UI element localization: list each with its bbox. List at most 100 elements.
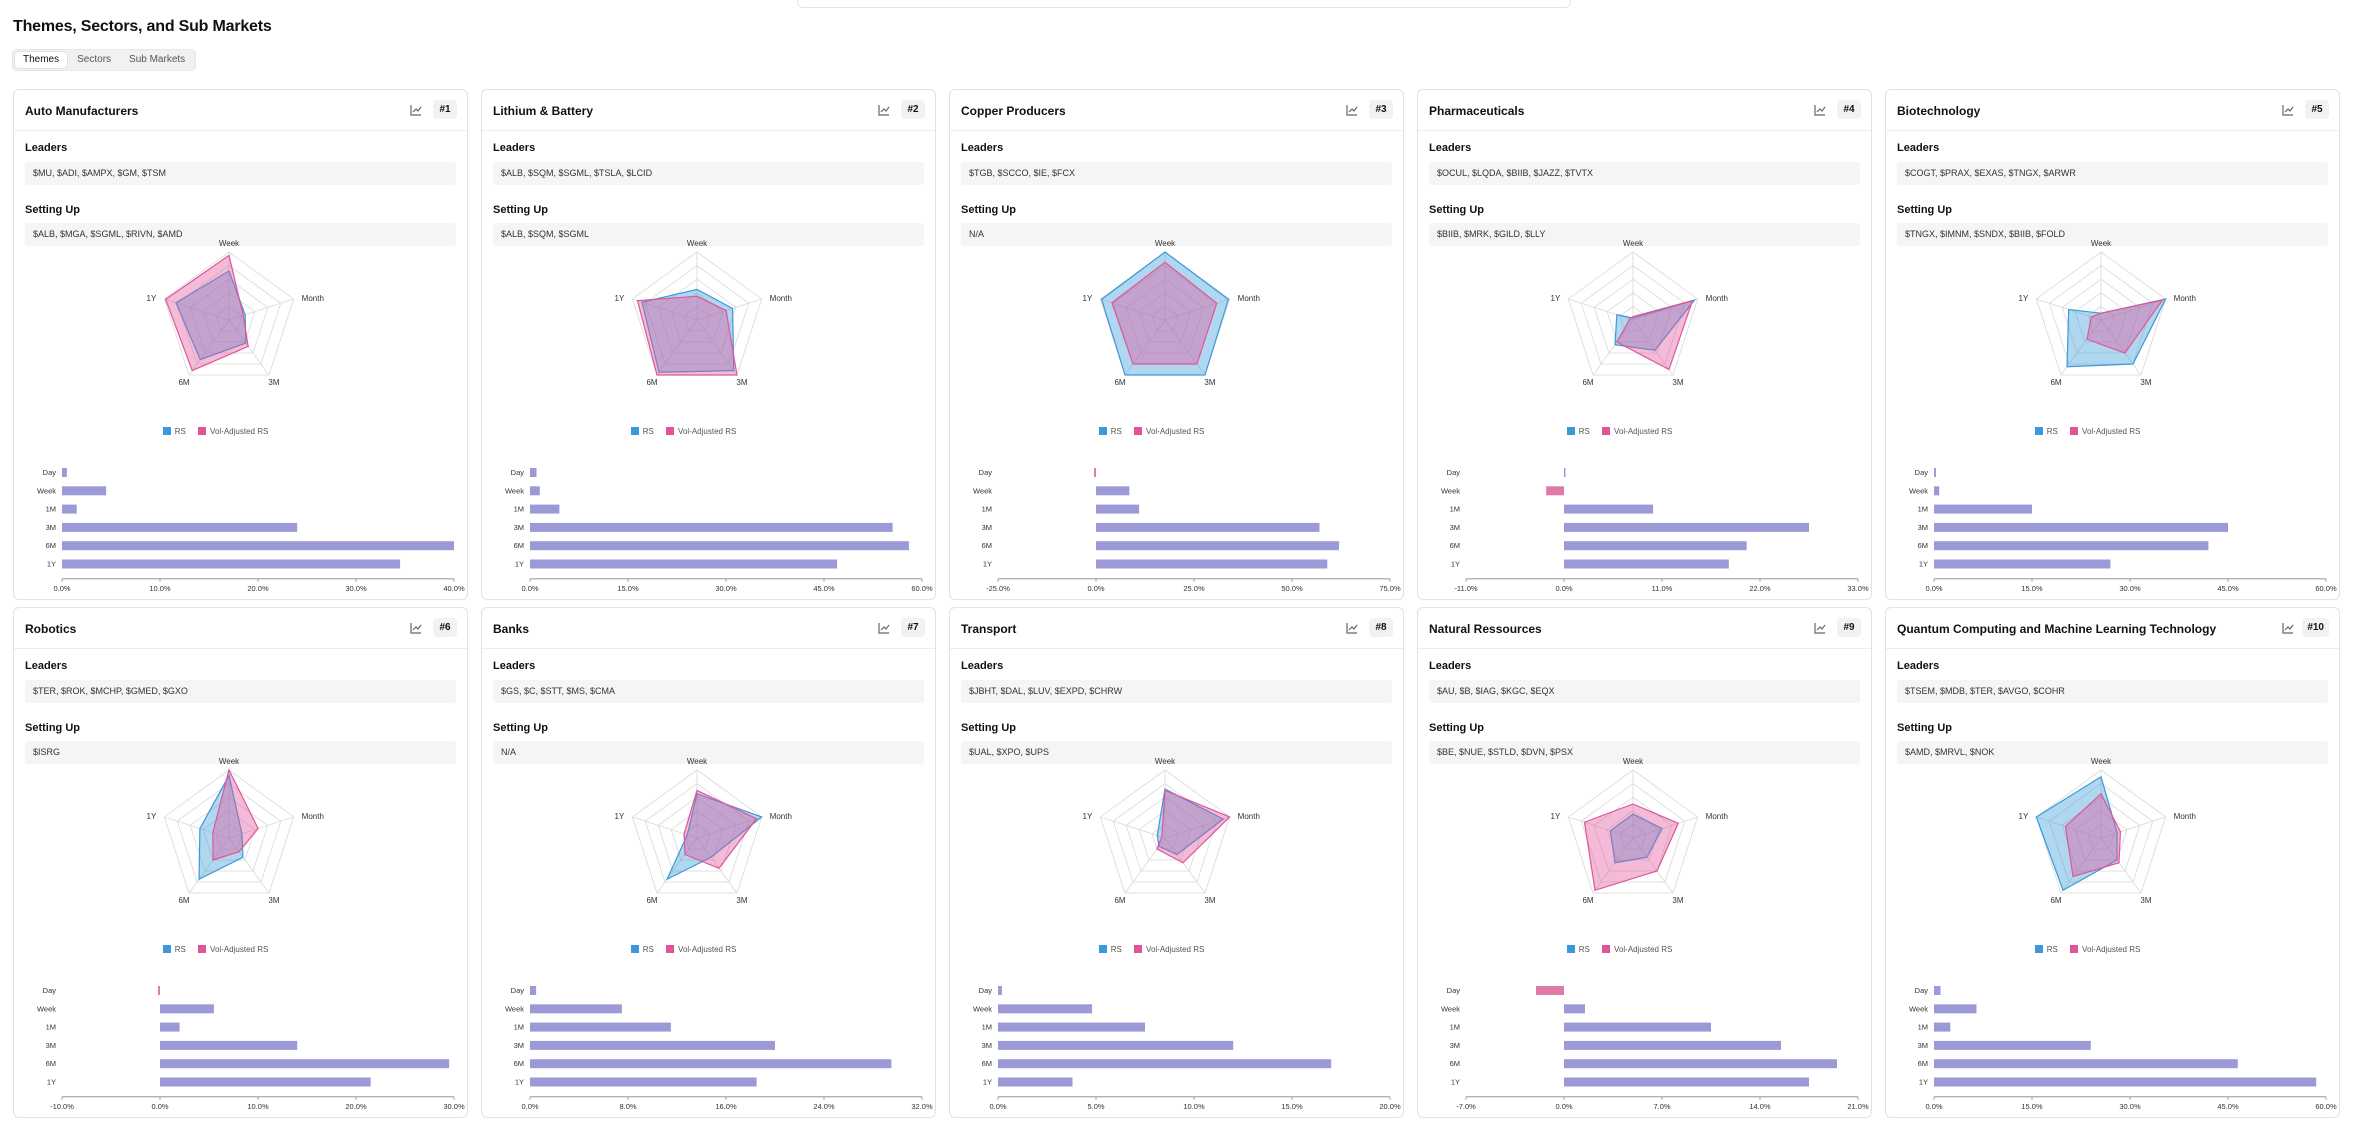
radar-series-rs[interactable] — [1156, 788, 1225, 856]
legend-rs[interactable]: RS — [162, 945, 186, 954]
bar-6m[interactable] — [998, 1059, 1332, 1069]
bar-week[interactable] — [530, 486, 540, 496]
bar-week[interactable] — [1546, 486, 1564, 496]
bar-6m[interactable] — [1564, 1059, 1837, 1069]
bar-day[interactable] — [1094, 468, 1096, 477]
bar-1m[interactable] — [1564, 1022, 1711, 1032]
bar-3m[interactable] — [1934, 1040, 2091, 1050]
legend-vol-adjusted-rs[interactable]: Vol-Adjusted RS — [666, 427, 736, 436]
legend-rs[interactable]: RS — [630, 945, 654, 954]
bar-6m[interactable] — [530, 1059, 892, 1069]
bar-1y[interactable] — [1096, 559, 1328, 569]
radar-series-rs[interactable] — [665, 793, 763, 881]
bar-6m[interactable] — [62, 541, 454, 551]
legend-vol-adjusted-rs[interactable]: Vol-Adjusted RS — [2070, 945, 2140, 954]
radar-series-vol-adjusted-rs[interactable] — [1616, 299, 1694, 371]
line-chart-icon[interactable] — [877, 103, 891, 117]
radar-series-vol-adjusted-rs[interactable] — [164, 254, 249, 372]
radar-series-vol-adjusted-rs[interactable] — [2064, 792, 2122, 878]
bar-week[interactable] — [1934, 1004, 1977, 1014]
line-chart-icon[interactable] — [1345, 621, 1359, 635]
bar-1m[interactable] — [160, 1022, 180, 1032]
bar-week[interactable] — [160, 1004, 214, 1014]
bar-6m[interactable] — [1096, 541, 1340, 551]
legend-vol-adjusted-rs[interactable]: Vol-Adjusted RS — [1602, 427, 1672, 436]
bar-day[interactable] — [1564, 468, 1566, 477]
radar-series-vol-adjusted-rs[interactable] — [636, 295, 738, 376]
line-chart-icon[interactable] — [409, 103, 423, 117]
bar-1y[interactable] — [1934, 1077, 2317, 1087]
bar-1y[interactable] — [530, 1077, 757, 1087]
bar-3m[interactable] — [530, 522, 893, 532]
radar-series-vol-adjusted-rs[interactable] — [1583, 803, 1680, 892]
legend-rs[interactable]: RS — [630, 427, 654, 436]
line-chart-icon[interactable] — [1345, 103, 1359, 117]
legend-rs[interactable]: RS — [1098, 427, 1122, 436]
legend-rs[interactable]: RS — [1566, 427, 1590, 436]
bar-week[interactable] — [62, 486, 107, 496]
legend-rs[interactable]: RS — [2034, 945, 2058, 954]
search-bar[interactable] — [797, 0, 1571, 8]
bar-week[interactable] — [530, 1004, 622, 1014]
bar-6m[interactable] — [1564, 541, 1747, 551]
bar-3m[interactable] — [1934, 522, 2228, 532]
bar-week[interactable] — [998, 1004, 1093, 1014]
legend-rs[interactable]: RS — [1098, 945, 1122, 954]
bar-day[interactable] — [1934, 986, 1941, 995]
bar-day[interactable] — [998, 986, 1002, 995]
bar-1y[interactable] — [530, 559, 838, 569]
bar-1m[interactable] — [1934, 504, 2032, 514]
bar-1m[interactable] — [1564, 504, 1654, 514]
bar-1m[interactable] — [530, 504, 560, 514]
bar-1m[interactable] — [1934, 1022, 1951, 1032]
bar-week[interactable] — [1564, 1004, 1585, 1014]
line-chart-icon[interactable] — [2281, 103, 2295, 117]
bar-1m[interactable] — [1096, 504, 1140, 514]
bar-1m[interactable] — [62, 504, 77, 514]
legend-vol-adjusted-rs[interactable]: Vol-Adjusted RS — [2070, 427, 2140, 436]
bar-1y[interactable] — [998, 1077, 1073, 1087]
bar-6m[interactable] — [1934, 541, 2209, 551]
bar-3m[interactable] — [1564, 1040, 1781, 1050]
legend-vol-adjusted-rs[interactable]: Vol-Adjusted RS — [666, 945, 736, 954]
legend-rs[interactable]: RS — [1566, 945, 1590, 954]
radar-series-rs[interactable] — [1609, 813, 1663, 864]
line-chart-icon[interactable] — [409, 621, 423, 635]
legend-vol-adjusted-rs[interactable]: Vol-Adjusted RS — [198, 945, 268, 954]
bar-6m[interactable] — [530, 541, 909, 551]
radar-series-rs[interactable] — [2035, 775, 2118, 892]
bar-day[interactable] — [62, 468, 67, 477]
radar-series-rs[interactable] — [1100, 251, 1230, 376]
bar-day[interactable] — [530, 468, 537, 477]
line-chart-icon[interactable] — [1813, 621, 1827, 635]
radar-series-rs[interactable] — [175, 270, 247, 361]
legend-rs[interactable]: RS — [2034, 427, 2058, 436]
bar-day[interactable] — [1934, 468, 1936, 477]
bar-day[interactable] — [530, 986, 537, 995]
legend-vol-adjusted-rs[interactable]: Vol-Adjusted RS — [1602, 945, 1672, 954]
bar-1y[interactable] — [1934, 559, 2111, 569]
bar-1y[interactable] — [160, 1077, 371, 1087]
radar-series-vol-adjusted-rs[interactable] — [1111, 261, 1218, 365]
radar-series-vol-adjusted-rs[interactable] — [212, 768, 259, 861]
bar-day[interactable] — [1536, 986, 1564, 995]
bar-6m[interactable] — [160, 1059, 450, 1069]
bar-week[interactable] — [1934, 486, 1940, 496]
bar-3m[interactable] — [530, 1040, 775, 1050]
radar-series-vol-adjusted-rs[interactable] — [683, 789, 758, 869]
bar-1y[interactable] — [1564, 1077, 1809, 1087]
bar-3m[interactable] — [160, 1040, 298, 1050]
line-chart-icon[interactable] — [877, 621, 891, 635]
tab-sub-markets[interactable]: Sub Markets — [129, 54, 186, 65]
radar-series-rs[interactable] — [198, 773, 244, 881]
legend-rs[interactable]: RS — [162, 427, 186, 436]
legend-vol-adjusted-rs[interactable]: Vol-Adjusted RS — [198, 427, 268, 436]
bar-3m[interactable] — [1096, 522, 1320, 532]
bar-3m[interactable] — [1564, 522, 1809, 532]
bar-1y[interactable] — [62, 559, 401, 569]
line-chart-icon[interactable] — [2281, 621, 2295, 635]
bar-3m[interactable] — [998, 1040, 1234, 1050]
bar-1m[interactable] — [998, 1022, 1145, 1032]
bar-3m[interactable] — [62, 522, 298, 532]
bar-1y[interactable] — [1564, 559, 1729, 569]
